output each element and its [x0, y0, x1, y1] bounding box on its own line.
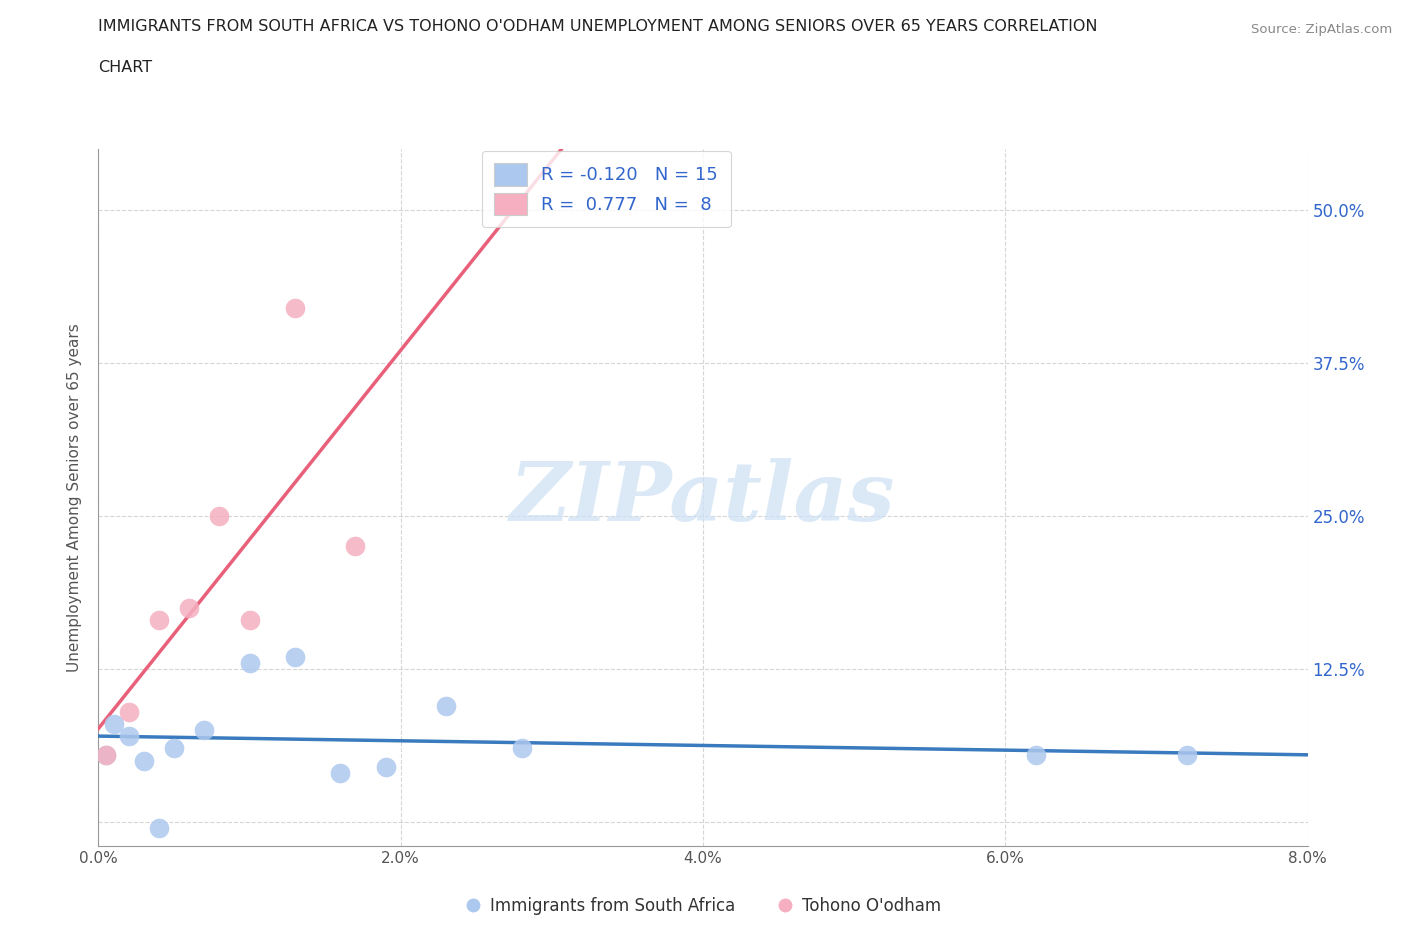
- Text: CHART: CHART: [98, 60, 152, 75]
- Legend: Immigrants from South Africa, Tohono O'odham: Immigrants from South Africa, Tohono O'o…: [458, 890, 948, 922]
- Point: [193, 723, 215, 737]
- Point: [1025, 747, 1047, 762]
- Point: [103, 716, 125, 731]
- Point: [284, 649, 307, 664]
- Point: [239, 613, 262, 628]
- Point: [132, 753, 155, 768]
- Point: [284, 300, 307, 315]
- Point: [94, 747, 117, 762]
- Point: [510, 741, 533, 756]
- Point: [118, 704, 141, 719]
- Point: [118, 729, 141, 744]
- Point: [1175, 747, 1198, 762]
- Text: ZIPatlas: ZIPatlas: [510, 458, 896, 538]
- Point: [434, 698, 457, 713]
- Point: [344, 539, 367, 554]
- Y-axis label: Unemployment Among Seniors over 65 years: Unemployment Among Seniors over 65 years: [67, 324, 83, 672]
- Point: [239, 656, 262, 671]
- Point: [329, 765, 352, 780]
- Point: [94, 747, 117, 762]
- Point: [179, 600, 201, 615]
- Point: [374, 759, 396, 774]
- Point: [163, 741, 186, 756]
- Point: [208, 509, 231, 524]
- Text: IMMIGRANTS FROM SOUTH AFRICA VS TOHONO O'ODHAM UNEMPLOYMENT AMONG SENIORS OVER 6: IMMIGRANTS FROM SOUTH AFRICA VS TOHONO O…: [98, 19, 1098, 33]
- Point: [148, 613, 170, 628]
- Point: [148, 820, 170, 835]
- Text: Source: ZipAtlas.com: Source: ZipAtlas.com: [1251, 23, 1392, 36]
